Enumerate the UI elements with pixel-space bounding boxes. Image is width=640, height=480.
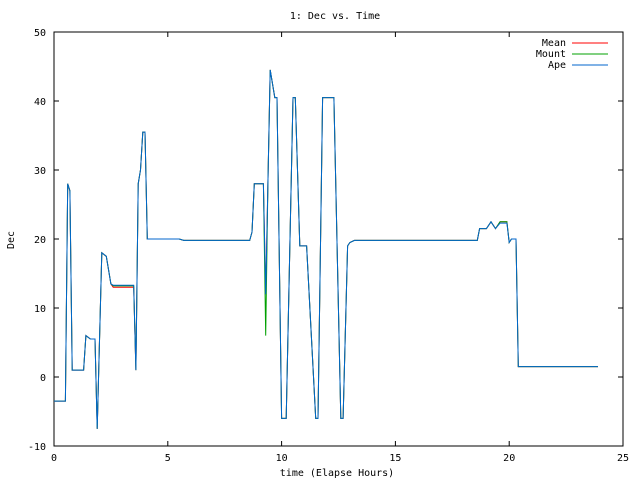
y-tick-label: -10 [28, 442, 46, 453]
y-tick-label: 40 [34, 97, 46, 108]
series-lines [54, 69, 598, 429]
x-tick-label: 15 [389, 453, 401, 464]
x-tick-label: 20 [503, 453, 515, 464]
legend-label-mount: Mount [536, 49, 566, 60]
y-tick-label: 10 [34, 304, 46, 315]
x-tick-label: 25 [617, 453, 629, 464]
x-tick-label: 10 [276, 453, 288, 464]
x-tick-label: 5 [165, 453, 171, 464]
legend-label-ape: Ape [548, 60, 566, 71]
series-line-ape [54, 69, 598, 429]
y-tick-label: 30 [34, 166, 46, 177]
y-tick-label: 50 [34, 28, 46, 39]
legend-label-mean: Mean [542, 38, 566, 49]
chart-title: 1: Dec vs. Time [290, 11, 380, 22]
y-tick-label: 20 [34, 235, 46, 246]
x-axis-label: time (Elapse Hours) [280, 468, 394, 479]
plot-frame [53, 31, 624, 447]
axis-ticks: 0 5 10 15 20 25 -10 0 10 20 30 40 50 [28, 28, 629, 464]
y-axis-label: Dec [6, 231, 17, 249]
x-tick-label: 0 [51, 453, 57, 464]
y-tick-label: 0 [40, 373, 46, 384]
